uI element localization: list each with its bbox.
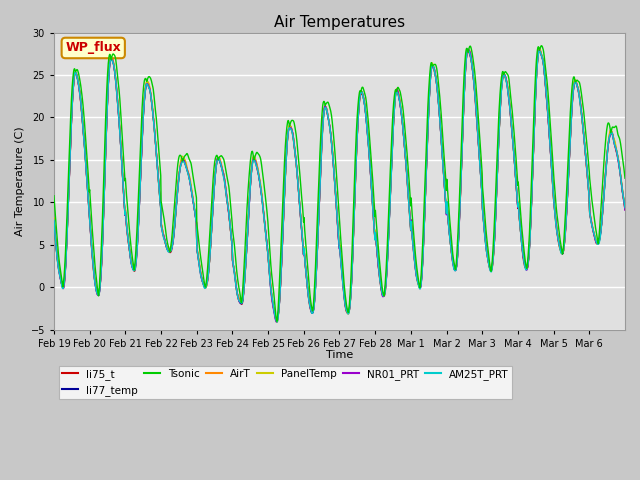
Y-axis label: Air Temperature (C): Air Temperature (C) — [15, 126, 25, 236]
Title: Air Temperatures: Air Temperatures — [274, 15, 405, 30]
Text: WP_flux: WP_flux — [65, 41, 121, 54]
X-axis label: Time: Time — [326, 350, 353, 360]
Legend: li75_t, li77_temp, Tsonic, AirT, PanelTemp, NR01_PRT, AM25T_PRT: li75_t, li77_temp, Tsonic, AirT, PanelTe… — [59, 366, 512, 399]
